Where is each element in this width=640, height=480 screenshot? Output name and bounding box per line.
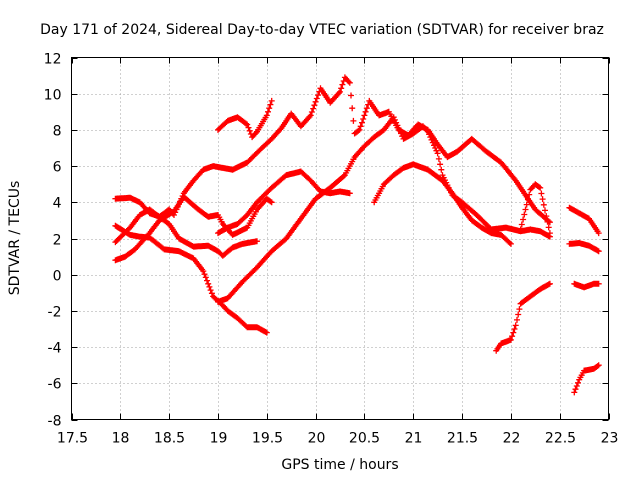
chart-title: Day 171 of 2024, Sidereal Day-to-day VTE…: [40, 22, 604, 38]
series-track-4: [112, 74, 553, 246]
series-markers: [517, 181, 553, 237]
series-track-14: [571, 362, 602, 396]
series-track-11: [566, 204, 602, 237]
y-tick-label: 2: [53, 233, 62, 249]
data-points: [112, 74, 602, 396]
y-tick-label: 8: [53, 124, 62, 140]
y-tick-label: 10: [44, 88, 62, 104]
series-track-2: [112, 222, 270, 336]
series-track-13: [571, 280, 602, 291]
series-track-7: [215, 168, 353, 237]
y-tick-label: -6: [48, 377, 62, 393]
series-track-6: [215, 114, 553, 305]
plot-frame: [71, 57, 609, 420]
x-tick-label: 19: [210, 431, 228, 447]
x-tick-label: 22.5: [545, 431, 576, 447]
series-markers: [493, 280, 553, 354]
y-tick-label: 4: [53, 196, 62, 212]
y-axis-label: SDTVAR / TECUs: [7, 181, 23, 296]
series-markers: [571, 280, 602, 291]
series-track-9: [493, 280, 553, 354]
y-tick-label: 12: [44, 52, 62, 68]
y-tick-label: 0: [53, 269, 62, 285]
y-tick-label: -2: [48, 305, 62, 321]
x-axis-label: GPS time / hours: [281, 457, 398, 473]
series-markers: [215, 97, 275, 141]
series-markers: [215, 114, 553, 305]
x-tick-label: 18: [112, 431, 130, 447]
x-tick-label: 19.5: [252, 431, 283, 447]
series-markers: [112, 193, 275, 264]
y-tick-label: -8: [48, 414, 62, 430]
series-markers: [571, 362, 602, 396]
series-markers: [566, 204, 602, 237]
x-tick-label: 23: [601, 431, 619, 447]
x-tick-label: 20: [308, 431, 326, 447]
x-tick-label: 18.5: [154, 431, 185, 447]
x-tick-label: 21.5: [447, 431, 478, 447]
series-track-12: [566, 240, 602, 255]
y-tick-label: 6: [53, 160, 62, 176]
x-tick-label: 17.5: [57, 431, 88, 447]
series-track-8: [371, 161, 514, 247]
x-tick-label: 21: [405, 431, 423, 447]
axis-ticks: 17.5 18 18.5 19 19.5 20 20.5 21 21.5 22 22.5 23-8-6…: [44, 52, 619, 447]
series-markers: [566, 240, 602, 255]
series-track-10: [517, 181, 553, 237]
y-tick-label: -4: [48, 341, 62, 357]
x-tick-label: 22: [503, 431, 521, 447]
series-markers: [112, 74, 553, 246]
series-markers: [371, 161, 514, 247]
series-track-3: [112, 193, 275, 264]
series-track-5: [215, 97, 275, 141]
series-markers: [215, 168, 353, 237]
series-markers: [112, 222, 270, 336]
x-tick-label: 20.5: [349, 431, 380, 447]
